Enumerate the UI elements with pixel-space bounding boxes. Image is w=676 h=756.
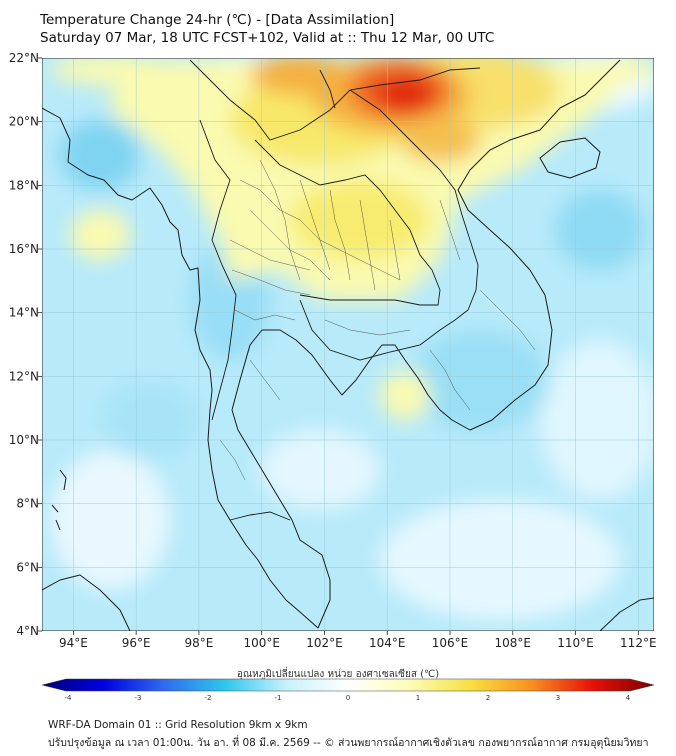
latitude-tick-labels: 22°N 20°N 18°N 16°N 14°N 12°N 10°N 8°N 6°N 4°N bbox=[9, 51, 42, 638]
lat-tick-label: 12°N bbox=[9, 369, 39, 383]
colorbar-tick-label: 3 bbox=[556, 694, 560, 702]
colorbar-tick-label: -3 bbox=[135, 694, 142, 702]
colorbar-tick-labels: -4 -3 -2 -1 0 1 2 3 4 bbox=[65, 694, 631, 702]
footer-model-info: WRF-DA Domain 01 :: Grid Resolution 9km … bbox=[48, 719, 308, 731]
lon-tick-label: 102°E bbox=[306, 636, 343, 650]
lat-tick-label: 16°N bbox=[9, 242, 39, 256]
country-borders bbox=[189, 59, 481, 521]
colorbar-bar bbox=[41, 678, 655, 692]
footer-credit: ปรับปรุงข้อมูล ณ เวลา 01:00น. วัน อา. ที… bbox=[48, 737, 649, 749]
colorbar-tick-label: 2 bbox=[486, 694, 490, 702]
map-subtitle: Saturday 07 Mar, 18 UTC FCST+102, Valid … bbox=[40, 30, 495, 46]
lat-tick-label: 20°N bbox=[9, 115, 39, 129]
province-borders bbox=[219, 159, 536, 481]
temperature-field bbox=[42, 58, 654, 631]
colorbar-tick-label: -2 bbox=[205, 694, 212, 702]
colorbar-tick-label: 1 bbox=[416, 694, 420, 702]
lon-tick-label: 96°E bbox=[122, 636, 151, 650]
coastlines bbox=[42, 59, 654, 631]
colorbar-label: อุณหภูมิเปลี่ยนแปลง หน่วย องศาเซลเซียส (… bbox=[236, 669, 440, 680]
colorbar-tick-label: -4 bbox=[65, 694, 73, 702]
colorbar-tick-label: 4 bbox=[626, 694, 631, 702]
lon-tick-label: 100°E bbox=[243, 636, 280, 650]
colorbar-tick-label: -1 bbox=[275, 694, 282, 702]
lon-tick-label: 94°E bbox=[59, 636, 88, 650]
lat-tick-label: 4°N bbox=[16, 624, 39, 638]
lat-tick-label: 8°N bbox=[16, 497, 39, 511]
colorbar-tick-label: 0 bbox=[346, 694, 350, 702]
lat-tick-label: 14°N bbox=[9, 306, 39, 320]
lon-tick-label: 110°E bbox=[557, 636, 594, 650]
lat-tick-label: 22°N bbox=[9, 51, 39, 65]
lat-tick-label: 18°N bbox=[9, 178, 39, 192]
map-title: Temperature Change 24-hr (℃) - [Data Ass… bbox=[40, 12, 395, 28]
lon-tick-label: 106°E bbox=[432, 636, 469, 650]
lon-tick-label: 104°E bbox=[369, 636, 406, 650]
lon-tick-label: 112°E bbox=[620, 636, 657, 650]
lon-tick-label: 108°E bbox=[495, 636, 532, 650]
longitude-tick-labels: 94°E 96°E 98°E 100°E 102°E 104°E 106°E 108°E 110… bbox=[59, 631, 657, 650]
lat-tick-label: 10°N bbox=[9, 433, 39, 447]
lon-tick-label: 98°E bbox=[184, 636, 213, 650]
lat-tick-label: 6°N bbox=[16, 560, 39, 574]
